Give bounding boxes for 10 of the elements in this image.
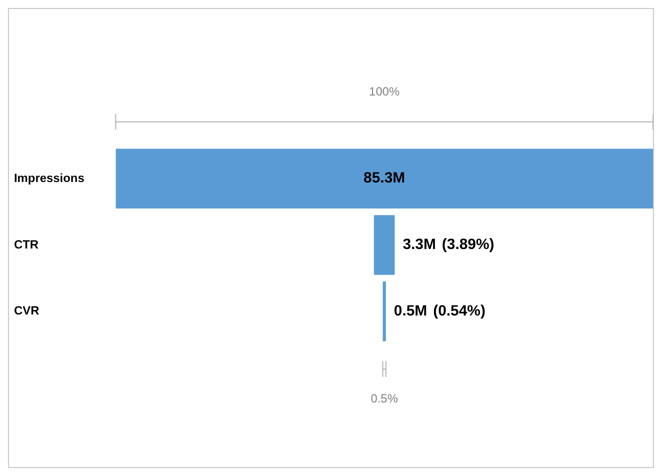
text: (0.54%) xyxy=(433,302,486,320)
category-label: CVR xyxy=(14,304,40,318)
data-label: 85.3M xyxy=(364,170,406,187)
text: (3.89%) xyxy=(442,236,494,254)
data-label: 3.3M xyxy=(402,236,436,254)
text: 0.5% xyxy=(370,391,398,406)
data-label: 0.5M xyxy=(394,302,428,320)
text: 100% xyxy=(369,84,400,98)
category-label: Impressions xyxy=(14,170,85,185)
category-label: CTR xyxy=(14,237,39,252)
